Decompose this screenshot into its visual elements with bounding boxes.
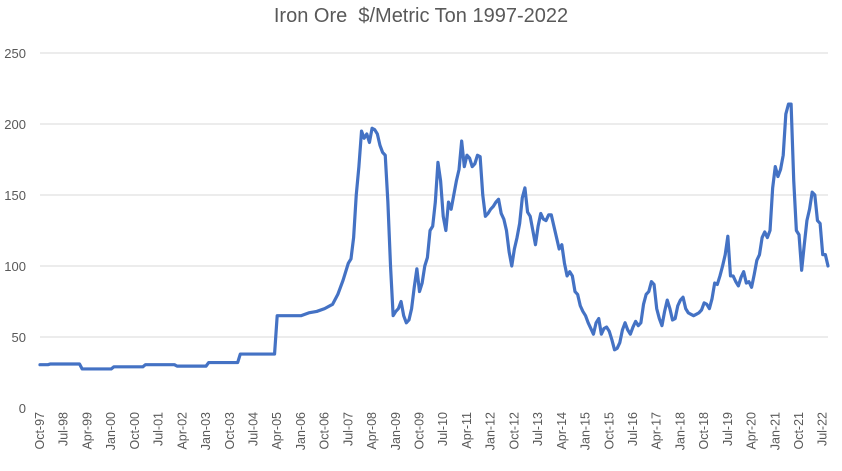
chart-title: Iron Ore $/Metric Ton 1997-2022	[273, 5, 569, 27]
x-tick-label: Jul-19	[721, 412, 735, 446]
x-tick-label: Jul-98	[57, 412, 71, 446]
x-tick-label: Jul-01	[152, 412, 166, 446]
x-tick-label: Oct-18	[697, 412, 711, 450]
x-tick-label: Jan-21	[768, 412, 782, 450]
y-tick-label: 250	[4, 46, 26, 61]
x-tick-label: Apr-14	[555, 412, 569, 450]
x-tick-label: Oct-09	[413, 412, 427, 450]
x-tick-label: Jul-07	[341, 412, 355, 446]
x-tick-label: Jul-22	[816, 412, 830, 446]
x-tick-label: Jul-10	[436, 412, 450, 446]
x-tick-label: Apr-11	[460, 412, 474, 449]
x-axis-ticks: Oct-97 Jul-98 Apr-99 Jan-00 Oct-00 Jul-01 Apr-…	[33, 412, 830, 450]
x-tick-label: Oct-21	[792, 412, 806, 450]
y-axis-ticks: 0 50 100 150 200 250	[4, 46, 26, 416]
x-tick-label: Jul-04	[246, 412, 260, 446]
y-tick-label: 100	[4, 259, 26, 274]
x-tick-label: Oct-06	[318, 412, 332, 450]
x-tick-label: Oct-03	[223, 412, 237, 450]
x-tick-label: Jan-06	[294, 412, 308, 450]
x-tick-label: Apr-99	[80, 412, 94, 450]
x-tick-label: Apr-05	[270, 412, 284, 450]
x-tick-label: Oct-00	[128, 412, 142, 450]
x-tick-label: Jul-16	[626, 412, 640, 446]
x-tick-label: Jan-15	[579, 412, 593, 450]
x-tick-label: Apr-17	[650, 412, 664, 450]
x-tick-label: Oct-15	[602, 412, 616, 450]
y-tick-label: 0	[19, 401, 26, 416]
y-tick-label: 150	[4, 188, 26, 203]
iron-ore-price-line	[38, 102, 830, 371]
y-tick-label: 200	[4, 117, 26, 132]
x-tick-label: Jan-09	[389, 412, 403, 450]
x-tick-label: Oct-12	[507, 412, 521, 450]
gridlines	[40, 52, 828, 338]
x-tick-label: Jan-00	[104, 412, 118, 450]
x-tick-label: Jan-12	[484, 412, 498, 450]
series-layer	[38, 102, 830, 371]
x-tick-label: Jan-18	[673, 412, 687, 450]
y-tick-label: 50	[12, 330, 26, 345]
x-tick-label: Apr-20	[745, 412, 759, 450]
x-tick-label: Jan-03	[199, 412, 213, 450]
x-tick-label: Jul-13	[531, 412, 545, 446]
x-tick-label: Apr-02	[175, 412, 189, 450]
x-tick-label: Apr-08	[365, 412, 379, 450]
x-tick-label: Oct-97	[33, 412, 47, 450]
